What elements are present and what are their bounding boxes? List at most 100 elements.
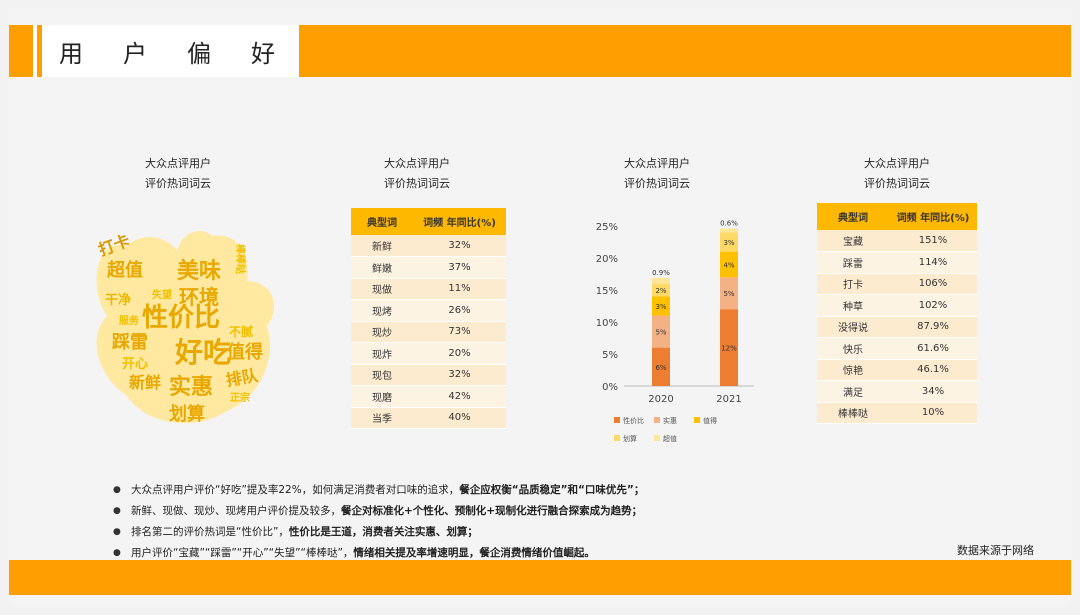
data-label: 3% xyxy=(655,303,666,311)
yoy-cell: 46.1% xyxy=(889,359,977,381)
bullet-text: 排名第二的评价热词是“性价比”， xyxy=(131,526,289,538)
yoy-cell: 61.6% xyxy=(889,337,977,360)
bar-segment xyxy=(720,277,738,310)
keyword-cell: 现包 xyxy=(351,364,413,386)
yoy-cell: 26% xyxy=(413,299,506,322)
keyword-table-fresh: 典型词 词频 年同比(%) 新鲜 32% 鲜嫩 37% 现做 11% 现烤 26% 现炒 73% 现… xyxy=(351,208,506,429)
data-label: 0.6% xyxy=(720,220,738,228)
table-row: 打卡 106% xyxy=(817,273,977,295)
panel-title-line: 大众点评用户 xyxy=(624,157,690,170)
table-row: 现磨 42% xyxy=(351,385,506,408)
keyword-cell: 现炒 xyxy=(351,321,413,343)
legend-swatch xyxy=(614,417,620,423)
cloud-word: 超值 xyxy=(107,259,143,281)
panel-title-line: 评价热词词云 xyxy=(624,177,690,190)
stacked-bar-chart: 0% 5% 10% 15% 20% 25% 6% 5% 3% 2% 0.9% 2020 12% 5% 4% 3… xyxy=(596,220,754,443)
bar-segment xyxy=(720,228,738,233)
table-row: 现做 11% xyxy=(351,278,506,300)
cloud-word: 划算 xyxy=(169,403,205,425)
keyword-cell: 种草 xyxy=(817,294,889,317)
x-tick-label: 2021 xyxy=(716,394,741,405)
yoy-cell: 42% xyxy=(413,385,506,408)
bullet-emphasis: 餐企应权衡“品质稳定”和“口味优先”； xyxy=(459,484,645,496)
cloud-word: 性价比 xyxy=(142,303,220,333)
data-label: 3% xyxy=(723,239,734,247)
keyword-cell: 当季 xyxy=(351,407,413,429)
yoy-cell: 20% xyxy=(413,342,506,365)
bar-segment xyxy=(652,277,670,284)
page-title: 用户偏好 xyxy=(59,40,315,68)
y-tick-label: 0% xyxy=(602,382,618,393)
keyword-cell: 鲜嫩 xyxy=(351,256,413,279)
table-row: 现烤 26% xyxy=(351,299,506,322)
yoy-cell: 34% xyxy=(889,380,977,403)
bullet-emphasis: 性价比是王道，消费者关注实惠、划算； xyxy=(288,526,478,538)
cloud-word: 服务 xyxy=(119,314,140,327)
cloud-word: 实惠 xyxy=(169,374,213,400)
yoy-cell: 102% xyxy=(889,294,977,317)
yoy-cell: 10% xyxy=(889,402,977,424)
y-tick-label: 20% xyxy=(596,254,618,265)
bar-segment xyxy=(652,347,670,386)
data-label: 4% xyxy=(723,261,734,269)
keyword-cell: 现磨 xyxy=(351,385,413,408)
table-row: 现炸 20% xyxy=(351,342,506,365)
bullet-item: 排名第二的评价热词是“性价比”，性价比是王道，消费者关注实惠、划算； xyxy=(113,522,873,543)
table-row: 新鲜 32% xyxy=(351,235,506,257)
footer-band xyxy=(9,560,1071,595)
bullet-emphasis: 情绪相关提及率增速明显，餐企消费情绪价值崛起。 xyxy=(353,547,595,559)
x-tick-label: 2020 xyxy=(648,394,673,405)
table-header: 典型词 xyxy=(351,208,413,235)
keyword-table-emotion: 典型词 词频 年同比(%) 宝藏 151% 踩雷 114% 打卡 106% 种草 102% 没得… xyxy=(817,203,977,424)
keyword-cell: 快乐 xyxy=(817,337,889,360)
bar-segment xyxy=(652,296,670,316)
keyword-cell: 现炸 xyxy=(351,342,413,365)
cloud-word: 失望 xyxy=(152,288,172,301)
data-label: 5% xyxy=(655,329,666,337)
keyword-cell: 新鲜 xyxy=(351,235,413,257)
data-label: 2% xyxy=(655,287,666,295)
panel-title-cloud: 大众点评用户 评价热词词云 xyxy=(88,154,268,194)
yoy-cell: 114% xyxy=(889,251,977,274)
cloud-word: 环境 xyxy=(179,285,219,309)
bullet-text: 大众点评用户评价“好吃”提及率22%，如何满足消费者对口味的追求， xyxy=(131,484,460,496)
legend-swatch xyxy=(614,435,620,441)
yoy-cell: 106% xyxy=(889,273,977,295)
keyword-cell: 没得说 xyxy=(817,316,889,338)
panel-title-line: 评价热词词云 xyxy=(864,177,930,190)
panel-title-table1: 大众点评用户 评价热词词云 xyxy=(327,154,507,194)
bullet-emphasis: 餐企对标准化+个性化、预制化+现制化进行融合探索成为趋势； xyxy=(341,505,643,517)
header-title-box xyxy=(33,25,299,77)
cloud-word: 正宗 xyxy=(230,391,250,404)
panel-title-line: 大众点评用户 xyxy=(145,157,211,170)
yoy-cell: 151% xyxy=(889,230,977,252)
data-label: 5% xyxy=(723,290,734,298)
keyword-cell: 棒棒哒 xyxy=(817,402,889,424)
cloud-word: 值得 xyxy=(227,341,263,363)
keyword-cell: 满足 xyxy=(817,380,889,403)
y-tick-label: 5% xyxy=(602,350,618,361)
cloud-word: 不腻 xyxy=(229,324,253,339)
table-row: 惊艳 46.1% xyxy=(817,359,977,381)
cloud-word: 踩雷 xyxy=(112,332,148,353)
table-header: 词频 年同比(%) xyxy=(889,203,977,230)
panel-title-line: 评价热词词云 xyxy=(384,177,450,190)
table-row: 现包 32% xyxy=(351,364,506,386)
bar-segment xyxy=(720,309,738,386)
header-accent-bar xyxy=(37,25,42,77)
bullet-item: 大众点评用户评价“好吃”提及率22%，如何满足消费者对口味的追求，餐企应权衡“品… xyxy=(113,480,873,501)
cloud-word: 好吃 xyxy=(174,336,231,369)
y-tick-label: 10% xyxy=(596,318,618,329)
bullet-text: 新鲜、现做、现炒、现烤用户评价提及较多， xyxy=(131,505,341,517)
cloud-word: 干净 xyxy=(105,292,131,308)
table-row: 踩雷 114% xyxy=(817,251,977,274)
keyword-cell: 打卡 xyxy=(817,273,889,295)
yoy-cell: 73% xyxy=(413,321,506,343)
yoy-cell: 32% xyxy=(413,364,506,386)
table-row: 满足 34% xyxy=(817,380,977,403)
cloud-word: 开心 xyxy=(122,357,148,372)
data-label: 12% xyxy=(721,345,737,353)
y-tick-label: 25% xyxy=(596,222,618,233)
table-row: 棒棒哒 10% xyxy=(817,402,977,424)
